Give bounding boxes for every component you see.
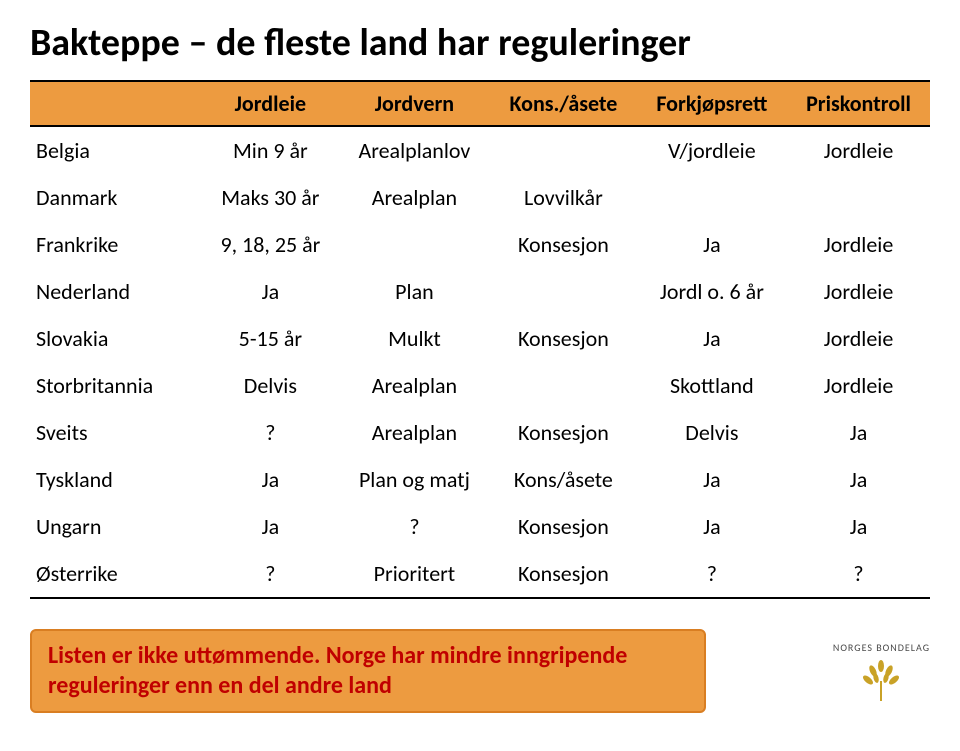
table-cell: Min 9 år [202, 126, 339, 174]
table-cell: Østerrike [30, 550, 202, 598]
table-cell: Mulkt [339, 315, 490, 362]
table-cell: Ja [202, 268, 339, 315]
table-cell: Delvis [637, 409, 787, 456]
table-cell: Arealplan [339, 362, 490, 409]
table-cell: Delvis [202, 362, 339, 409]
table-row: Sveits?ArealplanKonsesjonDelvisJa [30, 409, 930, 456]
table-cell: Ja [787, 456, 930, 503]
table-cell: Arealplan [339, 409, 490, 456]
table-cell: Jordleie [787, 362, 930, 409]
page-title: Bakteppe – de fleste land har regulering… [30, 20, 930, 66]
table-cell [490, 268, 637, 315]
table-row: BelgiaMin 9 årArealplanlov V/jordleieJord… [30, 126, 930, 174]
table-cell: Jordleie [787, 315, 930, 362]
col-header-3: Kons./åsete [490, 81, 637, 126]
table-cell: Konsesjon [490, 409, 637, 456]
table-cell: Storbritannia [30, 362, 202, 409]
table-row: NederlandJaPlan Jordl o. 6 årJordleie [30, 268, 930, 315]
table-row: Frankrike9, 18, 25 år KonsesjonJaJordleie [30, 221, 930, 268]
wheat-icon [856, 656, 906, 706]
table-cell: Danmark [30, 174, 202, 221]
table-cell: Konsesjon [490, 221, 637, 268]
table-cell: Belgia [30, 126, 202, 174]
table-cell: Nederland [30, 268, 202, 315]
table-cell: Ja [787, 503, 930, 550]
table-cell: Sveits [30, 409, 202, 456]
table-cell: Ja [637, 315, 787, 362]
table-cell: Plan [339, 268, 490, 315]
table-row: Slovakia5-15 årMulktKonsesjonJaJordleie [30, 315, 930, 362]
table-cell: Ja [637, 503, 787, 550]
table-cell: Ja [787, 409, 930, 456]
table-cell [490, 126, 637, 174]
table-cell [490, 362, 637, 409]
table-cell: Arealplan [339, 174, 490, 221]
table-cell: Jordleie [787, 126, 930, 174]
col-header-1: Jordleie [202, 81, 339, 126]
table-cell: Jordl o. 6 år [637, 268, 787, 315]
table-row: Østerrike?PrioritertKonsesjon?? [30, 550, 930, 598]
table-cell: Ja [637, 221, 787, 268]
table-cell: Prioritert [339, 550, 490, 598]
table-cell: ? [339, 503, 490, 550]
table-cell: Ja [202, 456, 339, 503]
table-cell: ? [202, 550, 339, 598]
table-cell [637, 174, 787, 221]
logo-text: NORGES BONDELAG [833, 641, 930, 654]
table-cell: Jordleie [787, 268, 930, 315]
col-header-0 [30, 81, 202, 126]
table-cell: Jordleie [787, 221, 930, 268]
table-cell: 5-15 år [202, 315, 339, 362]
table-cell: Konsesjon [490, 503, 637, 550]
table-cell: Skottland [637, 362, 787, 409]
table-cell: Konsesjon [490, 550, 637, 598]
table-cell: V/jordleie [637, 126, 787, 174]
table-row: StorbritanniaDelvisArealplan SkottlandJor… [30, 362, 930, 409]
col-header-2: Jordvern [339, 81, 490, 126]
table-cell: 9, 18, 25 år [202, 221, 339, 268]
table-body: BelgiaMin 9 årArealplanlovV/jordleieJord… [30, 126, 930, 598]
table-header-row: Jordleie Jordvern Kons./åsete Forkjøpsre… [30, 81, 930, 126]
table-cell [787, 174, 930, 221]
table-cell: Slovakia [30, 315, 202, 362]
col-header-4: Forkjøpsrett [637, 81, 787, 126]
table-cell [339, 221, 490, 268]
table-cell: Plan og matj [339, 456, 490, 503]
table-cell: ? [202, 409, 339, 456]
col-header-5: Priskontroll [787, 81, 930, 126]
table-cell: Ja [202, 503, 339, 550]
table-cell: Maks 30 år [202, 174, 339, 221]
table-cell: ? [787, 550, 930, 598]
table-cell: Ungarn [30, 503, 202, 550]
table-cell: Tyskland [30, 456, 202, 503]
table-row: UngarnJa?KonsesjonJaJa [30, 503, 930, 550]
table-cell: Kons/åsete [490, 456, 637, 503]
table-row: TysklandJaPlan og matjKons/åseteJaJa [30, 456, 930, 503]
table-cell: ? [637, 550, 787, 598]
footnote-box: Listen er ikke uttømmende. Norge har min… [30, 629, 706, 713]
table-cell: Ja [637, 456, 787, 503]
table-cell: Frankrike [30, 221, 202, 268]
regulation-table: Jordleie Jordvern Kons./åsete Forkjøpsre… [30, 80, 930, 599]
logo: NORGES BONDELAG [833, 641, 930, 706]
table-cell: Arealplanlov [339, 126, 490, 174]
table-cell: Konsesjon [490, 315, 637, 362]
table-row: DanmarkMaks 30 årArealplanLovvilkår [30, 174, 930, 221]
table-cell: Lovvilkår [490, 174, 637, 221]
